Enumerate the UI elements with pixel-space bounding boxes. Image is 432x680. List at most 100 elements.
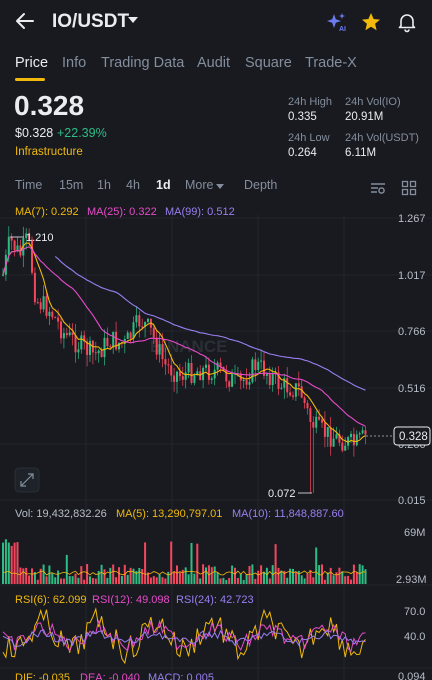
candle-body (62, 333, 65, 339)
volume-bar (2, 542, 4, 584)
candle-body (202, 367, 205, 381)
candle-body (28, 233, 31, 240)
ai-sparkle-icon[interactable]: AI (326, 11, 348, 33)
volume-bar (16, 542, 19, 584)
volume-bar (265, 567, 268, 584)
candles (2, 226, 367, 493)
volume-bar (39, 568, 42, 584)
indicator-settings-icon[interactable] (370, 180, 386, 196)
ma7-legend: MA(7): 0.292 (15, 206, 79, 218)
tf-1d[interactable]: 1d (156, 178, 171, 192)
volume-bar (277, 567, 280, 584)
volume-bar (89, 576, 91, 584)
candle-body (135, 315, 138, 323)
candle-body (13, 240, 16, 251)
candle-body (361, 430, 364, 434)
volume-bar (199, 578, 202, 584)
tab-info[interactable]: Info (62, 55, 87, 71)
macd-value-legend: MACD: 0.005 (148, 672, 215, 680)
tab-square[interactable]: Square (245, 55, 292, 71)
rsi12-line (2, 619, 366, 653)
volume-bar (19, 567, 22, 584)
pair-dropdown-icon[interactable] (128, 17, 138, 23)
candle-body (306, 402, 309, 409)
volume-bar (321, 564, 323, 584)
category-tag[interactable]: Infrastructure (15, 146, 83, 158)
vol-ma10-legend: MA(10): 11,848,887.60 (232, 508, 344, 520)
volume-bar (193, 573, 196, 584)
favorite-star-icon[interactable] (360, 11, 382, 33)
volume-bar (286, 577, 289, 584)
rsi-axis-top: 70.0 (404, 606, 425, 618)
candle-body (268, 373, 271, 385)
candle-body (161, 344, 164, 360)
rsi6-line (2, 607, 366, 665)
macd-dea-legend: DEA: -0.040 (80, 672, 140, 680)
tab-trading-data[interactable]: Trading Data (101, 55, 185, 71)
volume-bar (239, 573, 242, 584)
volume-bar (112, 564, 115, 584)
tf-time[interactable]: Time (15, 178, 43, 192)
volume-bar (141, 569, 144, 584)
vol-usdt-value: 6.11M (345, 147, 377, 159)
candle-body (260, 360, 263, 362)
tf-15m[interactable]: 15m (59, 178, 84, 192)
volume-bar (57, 570, 60, 584)
more-caret-icon (216, 184, 224, 189)
volume-bar (219, 578, 222, 584)
volume-bar (138, 567, 141, 584)
candle-body (321, 419, 323, 423)
tf-more[interactable]: More (185, 178, 214, 192)
candle-body (48, 311, 51, 316)
candle-body (141, 326, 144, 328)
vol-axis-top: 69M (404, 527, 425, 539)
layout-grid-icon[interactable] (401, 180, 417, 196)
pair-title[interactable]: IO/USDT (52, 11, 130, 32)
volume-bar (216, 572, 219, 584)
candle-body (112, 331, 115, 348)
candle-body (271, 374, 274, 385)
grid-lines (0, 215, 432, 680)
candle-body (86, 341, 89, 355)
volume-bar (263, 571, 265, 584)
candle-body (341, 442, 344, 451)
candlestick-chart[interactable]: BINANCE 1.267 1.017 0.766 0.516 0.266 0.… (0, 200, 432, 680)
fullscreen-icon[interactable] (14, 467, 40, 493)
tab-trade-x[interactable]: Trade-X (305, 55, 357, 71)
volume-bar (109, 567, 112, 584)
volume-bar (268, 578, 271, 584)
volume-bar (303, 578, 306, 584)
current-price-tag[interactable] (393, 426, 431, 446)
tf-depth[interactable]: Depth (244, 178, 278, 192)
axis-0516: 0.516 (398, 383, 426, 395)
bell-icon[interactable] (396, 11, 418, 33)
current-price-tag-text: 0.328 (399, 431, 428, 443)
candle-body (147, 318, 149, 323)
candle-body (350, 433, 352, 438)
candle-body (83, 335, 86, 342)
candle-body (216, 362, 219, 370)
volume-bar (164, 578, 167, 584)
candle-body (196, 371, 199, 376)
candle-body (199, 371, 202, 381)
candle-body (213, 369, 216, 379)
volume-bar (225, 579, 228, 584)
tab-audit[interactable]: Audit (197, 55, 231, 71)
back-arrow-icon[interactable] (14, 10, 36, 32)
volume-bar (234, 567, 236, 584)
tf-4h[interactable]: 4h (126, 178, 140, 192)
volume-bar (323, 579, 326, 584)
active-tab-indicator (15, 78, 45, 81)
volume-bar (31, 568, 33, 584)
volume-bar (132, 568, 135, 584)
rsi6-legend: RSI(6): 62.099 (15, 594, 87, 606)
candle-body (315, 416, 318, 428)
candle-body (294, 383, 297, 397)
candle-body (178, 371, 181, 377)
candle-body (245, 379, 248, 385)
tf-1h[interactable]: 1h (97, 178, 111, 192)
candle-body (205, 364, 207, 368)
volume-bar (62, 578, 65, 584)
candle-body (120, 342, 123, 344)
tab-price[interactable]: Price (15, 55, 49, 71)
